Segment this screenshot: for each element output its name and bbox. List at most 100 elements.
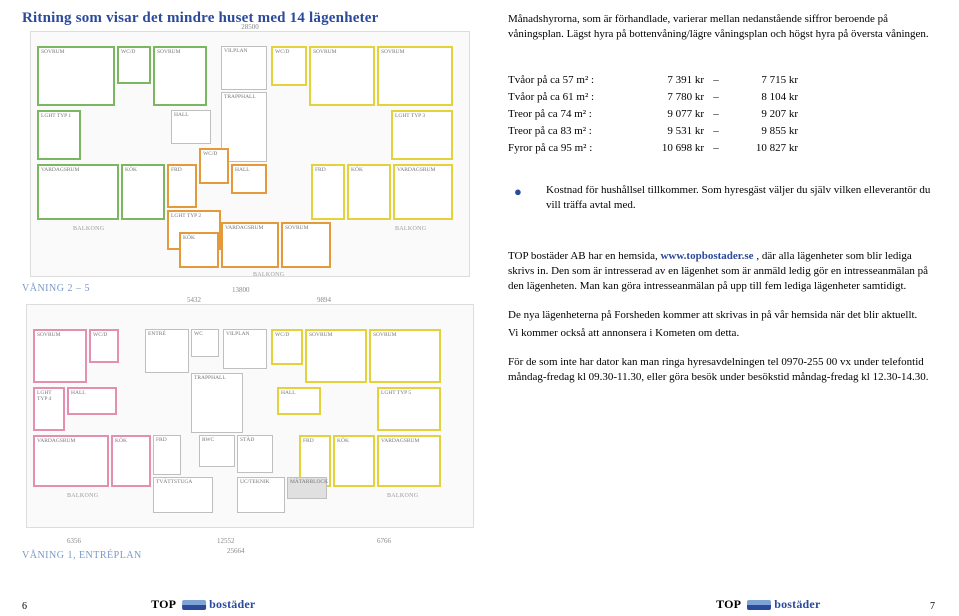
- rent-desc: Treor på ca 83 m² :: [508, 123, 634, 140]
- room: SOVRUM: [33, 329, 87, 383]
- room: SOVRUM: [37, 46, 115, 106]
- room: KÖK: [333, 435, 375, 487]
- room: FRD: [167, 164, 197, 208]
- room: KÖK: [121, 164, 165, 220]
- room: HALL: [231, 164, 267, 194]
- balcony-label: BALKONG: [73, 226, 104, 232]
- rent-low: 7 780 kr: [634, 89, 704, 106]
- rent-sep: –: [704, 72, 728, 89]
- rent-row: Tvåor på ca 61 m² : 7 780 kr – 8 104 kr: [508, 89, 935, 106]
- room: LGHT TYP 5: [377, 387, 441, 431]
- room: KÖK: [347, 164, 391, 220]
- info-p3: Vi kommer också att annonsera i Kometen …: [508, 326, 935, 341]
- room: RWC: [199, 435, 235, 467]
- brand-name: bostäder: [774, 597, 820, 612]
- rent-row: Tvåor på ca 57 m² : 7 391 kr – 7 715 kr: [508, 72, 935, 89]
- brand-name: bostäder: [209, 597, 255, 612]
- room: SOVRUM: [309, 46, 375, 106]
- website-link[interactable]: www.topbostader.se: [660, 250, 753, 262]
- room: VARDAGSRUM: [33, 435, 109, 487]
- room: WC/D: [271, 46, 307, 86]
- room: LGHT TYP 1: [37, 110, 81, 160]
- room: KÖK: [111, 435, 151, 487]
- bullet-text: Kostnad för hushållsel tillkommer. Som h…: [546, 183, 935, 213]
- rent-sep: –: [704, 140, 728, 157]
- rent-low: 10 698 kr: [634, 140, 704, 157]
- room: WC/D: [89, 329, 119, 363]
- rent-high: 7 715 kr: [728, 72, 798, 89]
- dim-b2: 12552: [217, 537, 235, 545]
- room: MÄTARBLOCK: [287, 477, 327, 499]
- room: VILPLAN: [223, 329, 267, 369]
- room: WC: [191, 329, 219, 357]
- page-number-right: 7: [930, 601, 935, 612]
- room: LGHT TYP 3: [391, 110, 453, 160]
- room: HALL: [171, 110, 211, 144]
- brand-logo-left: TOP bostäder: [151, 597, 255, 612]
- floorplan-upper: 28500 SOVRUM WC/D SOVRUM VILPLAN WC/D SO…: [30, 31, 470, 277]
- room: FRD: [153, 435, 181, 475]
- rent-low: 9 531 kr: [634, 123, 704, 140]
- brand-top: TOP: [151, 597, 176, 612]
- dim-top: 28500: [241, 23, 259, 31]
- room: STÄD: [237, 435, 273, 473]
- room: VARDAGSRUM: [393, 164, 453, 220]
- rent-high: 10 827 kr: [728, 140, 798, 157]
- rent-row: Treor på ca 74 m² : 9 077 kr – 9 207 kr: [508, 106, 935, 123]
- room: KÖK: [179, 232, 219, 268]
- intro-p1: Månadshyrorna, som är förhandlade, varie…: [508, 12, 935, 42]
- room: ENTRÉ: [145, 329, 189, 373]
- info-p1: TOP bostäder AB har en hemsida, www.topb…: [508, 249, 935, 295]
- intro-paragraph: Månadshyrorna, som är förhandlade, varie…: [508, 12, 935, 42]
- rent-high: 8 104 kr: [728, 89, 798, 106]
- brand-logo-right: TOP bostäder: [716, 597, 820, 612]
- room: TRAPPHALL: [191, 373, 243, 433]
- room: VARDAGSRUM: [37, 164, 119, 220]
- room: LGHT TYP 4: [33, 387, 65, 431]
- dim-b3: 6766: [377, 537, 391, 545]
- room: SOVRUM: [153, 46, 207, 106]
- room: VILPLAN: [221, 46, 267, 90]
- room: SOVRUM: [305, 329, 367, 383]
- rent-low: 7 391 kr: [634, 72, 704, 89]
- info-p4: För de som inte har dator kan man ringa …: [508, 355, 935, 386]
- bullet-icon: ●: [508, 183, 546, 213]
- wave-icon: [182, 600, 206, 610]
- floorplan-lower: 5432 9894 SOVRUM WC/D ENTRÉ WC VILPLAN W…: [26, 304, 474, 528]
- room: FRD: [311, 164, 345, 220]
- room: SOVRUM: [281, 222, 331, 268]
- room: SOVRUM: [377, 46, 453, 106]
- rent-row: Treor på ca 83 m² : 9 531 kr – 9 855 kr: [508, 123, 935, 140]
- balcony-label: BALKONG: [387, 493, 418, 499]
- info1-prefix: TOP bostäder AB har en hemsida,: [508, 250, 660, 262]
- section-lower: VÅNING 1, ENTRÉPLAN: [22, 550, 482, 561]
- rent-row: Fyror på ca 95 m² : 10 698 kr – 10 827 k…: [508, 140, 935, 157]
- room: TVÄTTSTUGA: [153, 477, 213, 513]
- room: WC/D: [117, 46, 151, 84]
- rent-sep: –: [704, 123, 728, 140]
- rent-desc: Tvåor på ca 61 m² :: [508, 89, 634, 106]
- rent-desc: Tvåor på ca 57 m² :: [508, 72, 634, 89]
- info-p2: De nya lägenheterna på Forsheden kommer …: [508, 308, 935, 323]
- balcony-label: BALKONG: [395, 226, 426, 232]
- rent-table: Tvåor på ca 57 m² : 7 391 kr – 7 715 kr …: [508, 72, 935, 157]
- page-spread: Ritning som visar det mindre huset med 1…: [0, 0, 959, 616]
- rent-desc: Treor på ca 74 m² :: [508, 106, 634, 123]
- room: HALL: [277, 387, 321, 415]
- page-number-left: 6: [22, 601, 27, 612]
- room: HALL: [67, 387, 117, 415]
- rent-sep: –: [704, 106, 728, 123]
- room: UC/TEKNIK: [237, 477, 285, 513]
- right-page: Månadshyrorna, som är förhandlade, varie…: [490, 0, 959, 616]
- rent-high: 9 207 kr: [728, 106, 798, 123]
- rent-desc: Fyror på ca 95 m² :: [508, 140, 634, 157]
- wave-icon: [747, 600, 771, 610]
- dim-top-l: 5432: [187, 296, 201, 304]
- left-page: Ritning som visar det mindre huset med 1…: [0, 0, 490, 616]
- room: VARDAGSRUM: [377, 435, 441, 487]
- brand-top: TOP: [716, 597, 741, 612]
- room: VARDAGSRUM: [221, 222, 279, 268]
- rent-low: 9 077 kr: [634, 106, 704, 123]
- dim-top-r: 9894: [317, 296, 331, 304]
- rent-sep: –: [704, 89, 728, 106]
